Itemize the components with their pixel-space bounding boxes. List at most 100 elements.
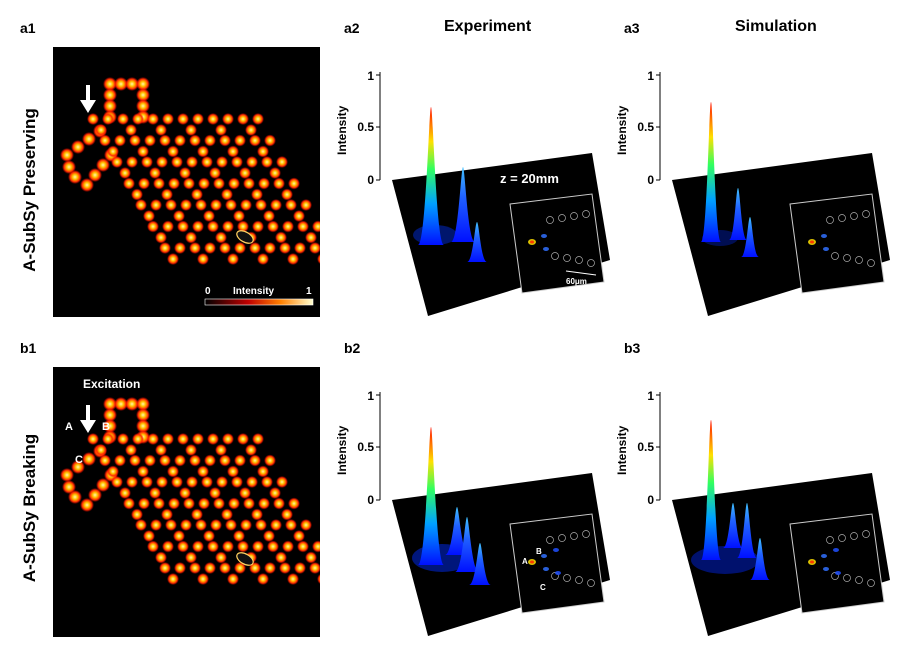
lattice-spot — [204, 454, 216, 467]
lattice-spot — [126, 476, 138, 488]
intensity-peak — [701, 420, 721, 560]
lattice-spot — [207, 220, 219, 233]
inset-site — [582, 210, 590, 218]
defect-mark — [236, 552, 254, 566]
intensity-blob — [810, 560, 814, 564]
lattice-spot — [249, 134, 261, 147]
inset-label-a: A — [522, 557, 528, 566]
y-tick-0-5: 0.5 — [637, 440, 654, 454]
lattice-spot — [138, 177, 150, 190]
lattice-spot — [195, 519, 207, 531]
panel-label-b3: b3 — [624, 340, 641, 356]
lattice-spot — [103, 99, 117, 113]
lattice-spot — [285, 199, 297, 211]
row-label-breaking: A-SubSy Breaking — [20, 433, 39, 583]
inset-site — [558, 214, 566, 222]
lattice-spot — [143, 530, 155, 542]
lattice-spot — [144, 454, 156, 467]
y-axis-label: Intensity — [615, 105, 629, 155]
intensity-peak — [445, 507, 469, 555]
inset-site — [831, 572, 839, 580]
lattice-spot — [155, 124, 167, 136]
lattice-spot — [264, 454, 276, 467]
lattice-spot — [183, 177, 195, 190]
lattice-svg-b1: Excitation A B C — [60, 377, 320, 585]
intensity-blob — [530, 560, 534, 564]
lattice-spot — [263, 530, 275, 542]
lattice-spot — [99, 454, 111, 467]
intensity-blob — [541, 554, 547, 558]
intensity-peak — [418, 107, 444, 245]
lattice-spot — [123, 177, 135, 190]
lattice-spot — [231, 476, 243, 488]
intensity-peak — [723, 503, 743, 548]
lattice-spot — [267, 220, 279, 233]
lattice-spot — [273, 177, 285, 190]
lattice-spot — [117, 433, 129, 445]
lattice-spot — [137, 145, 149, 158]
lattice-spot — [263, 210, 275, 222]
lattice-spot — [225, 519, 237, 531]
lattice-spot — [195, 199, 207, 211]
lattice-spot — [167, 573, 179, 585]
lattice-spot — [165, 519, 177, 531]
lattice-spot — [267, 540, 279, 553]
z-label: z = 20mm — [500, 171, 559, 186]
surface-plot-b3: Intensity 1 0.5 0 — [615, 389, 890, 636]
inset-site — [855, 576, 863, 584]
lattice-spot — [279, 242, 291, 254]
inset-site — [558, 534, 566, 542]
lattice-spot — [215, 551, 227, 564]
site-label-c: C — [75, 454, 83, 466]
lattice-spot — [225, 199, 237, 211]
intensity-blob — [541, 234, 547, 238]
lattice-spot — [228, 177, 240, 190]
lattice-spot — [297, 220, 309, 233]
lattice-spot — [222, 433, 234, 445]
lattice-spot — [300, 519, 312, 531]
lattice-spot — [186, 476, 198, 488]
lattice-spot — [159, 562, 171, 574]
lattice-spot — [177, 113, 189, 125]
lattice-spot — [153, 497, 165, 510]
intensity-peaks — [701, 102, 759, 257]
lattice-spot — [191, 188, 203, 201]
lattice-spot — [257, 145, 269, 158]
lattice-spot — [297, 540, 309, 553]
lattice-spot — [114, 454, 126, 467]
lattice-spot — [287, 253, 299, 265]
lattice-spot — [243, 497, 255, 510]
lattice-spot — [135, 199, 147, 211]
intensity-peak — [701, 102, 721, 242]
row-label-preserving: A-SubSy Preserving — [20, 108, 39, 272]
lattice-spot — [219, 562, 231, 574]
lattice-spot — [192, 540, 204, 553]
lattice-spot — [231, 156, 243, 168]
lattice-spot — [136, 88, 150, 102]
lattice-spot — [273, 497, 285, 510]
lattice-spot — [203, 530, 215, 542]
inset-site — [587, 259, 595, 267]
lattice-spot — [198, 177, 210, 190]
lattice-spot — [162, 540, 174, 553]
lattice-spot — [219, 134, 231, 147]
lattice-spot — [312, 540, 320, 553]
lattice-spot — [243, 177, 255, 190]
lattice-spot — [132, 113, 144, 125]
lattice-spot — [288, 497, 300, 510]
lattice-spot — [276, 476, 288, 488]
lattice-spot — [159, 242, 171, 254]
lattice-spot — [174, 562, 186, 574]
lattice-spot — [233, 210, 245, 222]
lattice-spot — [119, 487, 131, 499]
y-tick-1: 1 — [647, 389, 654, 403]
lattice-spot — [237, 540, 249, 553]
lattice-spot — [252, 433, 264, 445]
lattice-spot — [204, 134, 216, 147]
lattice-spot — [251, 508, 263, 521]
lattice-spot — [317, 573, 320, 585]
inset-site — [850, 212, 858, 220]
lattice-spot — [189, 134, 201, 147]
lattice-spot — [227, 253, 239, 265]
lattice-spot — [183, 497, 195, 510]
